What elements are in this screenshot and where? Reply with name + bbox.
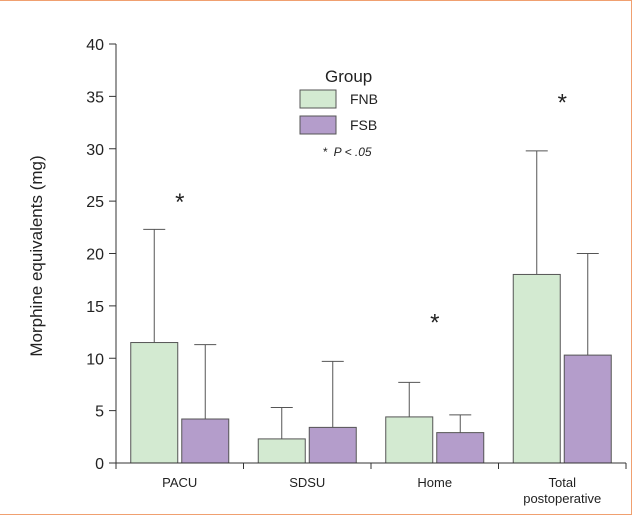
note-p-value: P < .05 bbox=[334, 145, 372, 159]
legend: Group FNB FSB bbox=[299, 67, 378, 135]
bar-fnb bbox=[257, 438, 306, 464]
y-tick-label: 5 bbox=[95, 404, 104, 421]
bar-fsb bbox=[308, 426, 357, 464]
note-star: * bbox=[323, 145, 328, 159]
bar-fsb bbox=[563, 354, 612, 464]
y-tick-label: 0 bbox=[95, 456, 104, 473]
legend-swatch-fnb bbox=[299, 89, 337, 109]
bar-fnb bbox=[385, 416, 434, 464]
y-tick-label: 35 bbox=[86, 89, 104, 106]
bar-fsb bbox=[181, 418, 230, 464]
legend-label-fnb: FNB bbox=[350, 91, 378, 107]
significance-note: * P < .05 bbox=[323, 145, 372, 159]
y-tick-label: 25 bbox=[86, 194, 104, 211]
y-axis-label: Morphine equivalents (mg) bbox=[27, 155, 46, 356]
significance-star: * bbox=[558, 89, 567, 116]
legend-swatch-fsb bbox=[299, 115, 337, 135]
bar-fsb bbox=[436, 432, 485, 464]
y-tick-label: 20 bbox=[86, 247, 104, 264]
bar-fnb bbox=[512, 273, 561, 464]
x-tick-label: Home bbox=[417, 475, 452, 490]
significance-star: * bbox=[175, 189, 184, 216]
x-tick-label: Total postoperative bbox=[523, 475, 601, 506]
significance-note-text: * P < .05 bbox=[323, 145, 372, 159]
x-tick-label: SDSU bbox=[289, 475, 325, 490]
y-tick-label: 40 bbox=[86, 37, 104, 54]
legend-label-fsb: FSB bbox=[350, 117, 377, 133]
y-tick-label: 10 bbox=[86, 351, 104, 368]
significance-star: * bbox=[430, 309, 439, 336]
y-tick-label: 30 bbox=[86, 142, 104, 159]
y-tick-label: 15 bbox=[86, 299, 104, 316]
legend-title: Group bbox=[325, 67, 372, 86]
x-tick-label: PACU bbox=[162, 475, 197, 490]
bar-fnb bbox=[130, 342, 179, 464]
